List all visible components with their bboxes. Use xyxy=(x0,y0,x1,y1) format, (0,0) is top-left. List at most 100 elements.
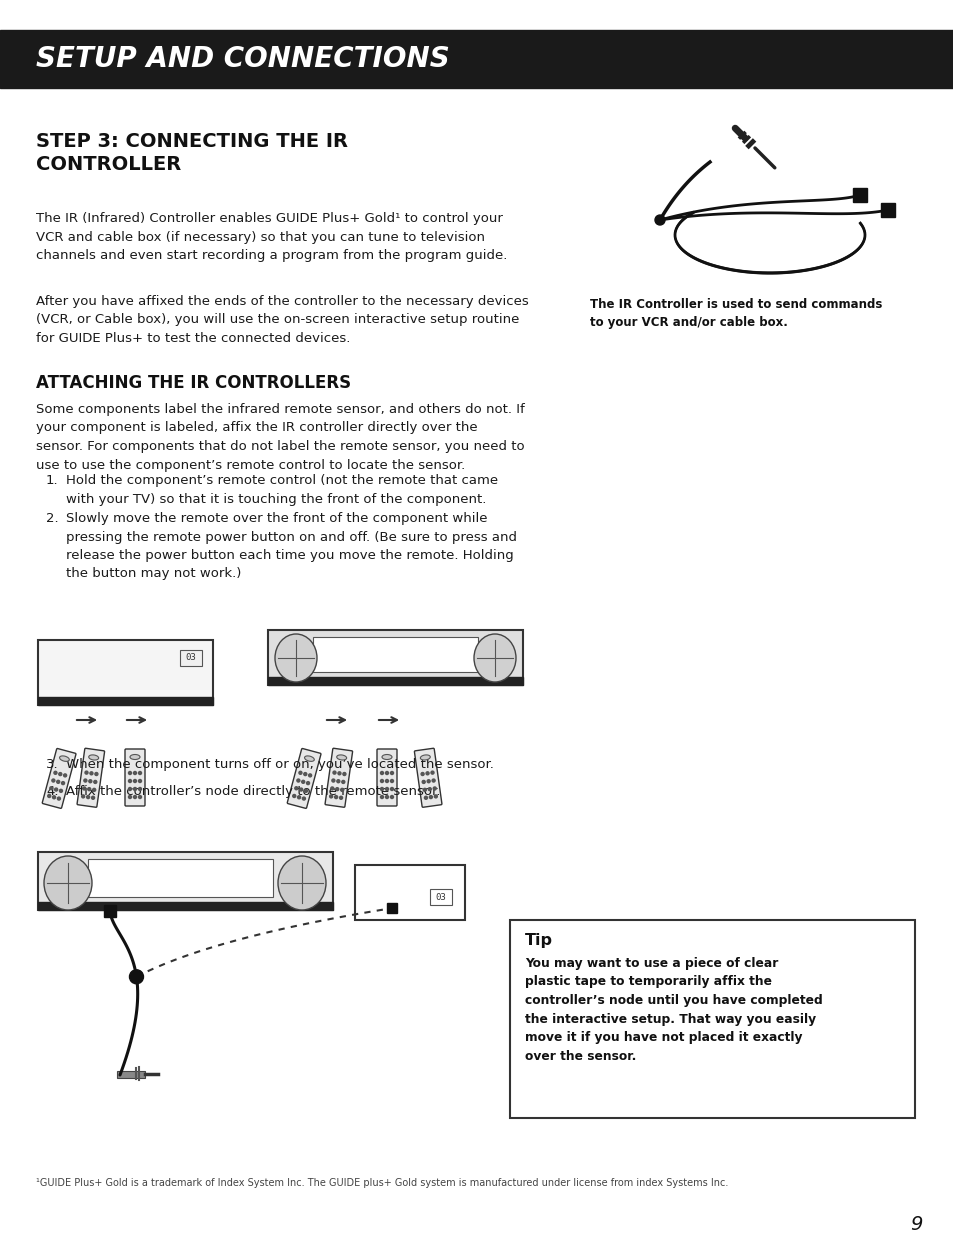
Circle shape xyxy=(390,788,393,790)
Circle shape xyxy=(91,797,94,799)
FancyBboxPatch shape xyxy=(42,748,76,809)
Circle shape xyxy=(304,789,307,793)
FancyBboxPatch shape xyxy=(125,748,145,806)
Circle shape xyxy=(138,788,141,790)
Circle shape xyxy=(299,788,302,792)
Circle shape xyxy=(427,779,430,783)
Circle shape xyxy=(380,779,383,783)
Bar xyxy=(38,640,213,705)
Circle shape xyxy=(133,779,136,783)
Text: Some components label the infrared remote sensor, and others do not. If
your com: Some components label the infrared remot… xyxy=(36,403,524,472)
Circle shape xyxy=(59,789,62,793)
Circle shape xyxy=(342,773,346,776)
Circle shape xyxy=(138,772,141,774)
Circle shape xyxy=(129,795,132,799)
Circle shape xyxy=(420,773,424,776)
Circle shape xyxy=(335,795,337,799)
Ellipse shape xyxy=(59,756,70,761)
Circle shape xyxy=(423,788,426,792)
Text: 4.: 4. xyxy=(46,785,58,798)
Text: ¹GUIDE Plus+ Gold is a trademark of Index System Inc. The GUIDE plus+ Gold syste: ¹GUIDE Plus+ Gold is a trademark of Inde… xyxy=(36,1178,727,1188)
Bar xyxy=(180,650,202,666)
Circle shape xyxy=(380,788,383,790)
Circle shape xyxy=(129,788,132,790)
Circle shape xyxy=(424,797,427,799)
Text: ATTACHING THE IR CONTROLLERS: ATTACHING THE IR CONTROLLERS xyxy=(36,374,351,391)
Circle shape xyxy=(306,782,309,784)
Bar xyxy=(0,30,953,88)
Text: 1.: 1. xyxy=(46,474,58,487)
Bar xyxy=(38,902,333,910)
Text: When the component turns off or on, you’ve located the sensor.: When the component turns off or on, you’… xyxy=(66,758,494,771)
Circle shape xyxy=(133,795,136,799)
Ellipse shape xyxy=(130,755,140,760)
Bar xyxy=(38,697,213,705)
Circle shape xyxy=(431,771,434,774)
Ellipse shape xyxy=(336,755,346,760)
Ellipse shape xyxy=(44,856,91,910)
Ellipse shape xyxy=(474,634,516,682)
Bar xyxy=(268,630,522,685)
Circle shape xyxy=(57,797,60,800)
Ellipse shape xyxy=(274,634,316,682)
Bar xyxy=(268,677,522,685)
Circle shape xyxy=(294,787,297,789)
Circle shape xyxy=(297,795,300,799)
Circle shape xyxy=(429,795,432,799)
Text: 2.: 2. xyxy=(46,513,58,525)
Circle shape xyxy=(390,772,393,774)
Circle shape xyxy=(48,794,51,798)
Circle shape xyxy=(130,969,143,984)
Circle shape xyxy=(89,779,91,783)
Circle shape xyxy=(340,788,343,792)
Circle shape xyxy=(330,795,333,798)
Text: 9: 9 xyxy=(909,1215,922,1234)
Circle shape xyxy=(133,788,136,790)
Ellipse shape xyxy=(420,755,430,760)
Ellipse shape xyxy=(89,755,98,760)
Circle shape xyxy=(380,795,383,799)
Circle shape xyxy=(298,772,302,774)
Circle shape xyxy=(302,797,305,800)
Circle shape xyxy=(426,772,429,774)
Text: The IR (Infrared) Controller enables GUIDE Plus+ Gold¹ to control your
VCR and c: The IR (Infrared) Controller enables GUI… xyxy=(36,212,507,262)
Circle shape xyxy=(296,779,299,782)
Circle shape xyxy=(433,787,436,790)
Circle shape xyxy=(385,795,388,799)
Bar xyxy=(430,889,452,905)
Text: 03: 03 xyxy=(436,893,446,902)
Text: Slowly move the remote over the front of the component while
pressing the remote: Slowly move the remote over the front of… xyxy=(66,513,517,580)
Circle shape xyxy=(434,795,436,798)
Circle shape xyxy=(54,788,57,792)
Text: Affix the controller’s node directly to the remote sensor.: Affix the controller’s node directly to … xyxy=(66,785,440,798)
Bar xyxy=(387,903,396,913)
Circle shape xyxy=(337,772,340,774)
Circle shape xyxy=(380,772,383,774)
Text: Hold the component’s remote control (not the remote that came
with your TV) so t: Hold the component’s remote control (not… xyxy=(66,474,497,505)
Circle shape xyxy=(385,772,388,774)
Circle shape xyxy=(90,772,92,774)
Circle shape xyxy=(138,779,141,783)
Bar xyxy=(88,860,273,897)
Bar xyxy=(880,203,894,217)
Text: 3.: 3. xyxy=(46,758,58,771)
Circle shape xyxy=(336,779,339,783)
Bar xyxy=(355,864,464,920)
Circle shape xyxy=(129,779,132,783)
Circle shape xyxy=(341,781,344,783)
Text: After you have affixed the ends of the controller to the necessary devices
(VCR,: After you have affixed the ends of the c… xyxy=(36,295,528,345)
Text: The IR Controller is used to send commands
to your VCR and/or cable box.: The IR Controller is used to send comman… xyxy=(589,298,882,329)
Circle shape xyxy=(84,779,87,782)
Bar xyxy=(38,852,333,910)
Circle shape xyxy=(85,771,88,774)
Text: You may want to use a piece of clear
plastic tape to temporarily affix the
contr: You may want to use a piece of clear pla… xyxy=(524,957,821,1062)
Circle shape xyxy=(303,773,307,776)
Circle shape xyxy=(88,788,91,790)
Circle shape xyxy=(83,787,86,790)
Text: CONTROLLER: CONTROLLER xyxy=(36,156,181,174)
Ellipse shape xyxy=(277,856,326,910)
Circle shape xyxy=(339,797,342,799)
Circle shape xyxy=(138,795,141,799)
Circle shape xyxy=(333,771,335,774)
Circle shape xyxy=(129,772,132,774)
